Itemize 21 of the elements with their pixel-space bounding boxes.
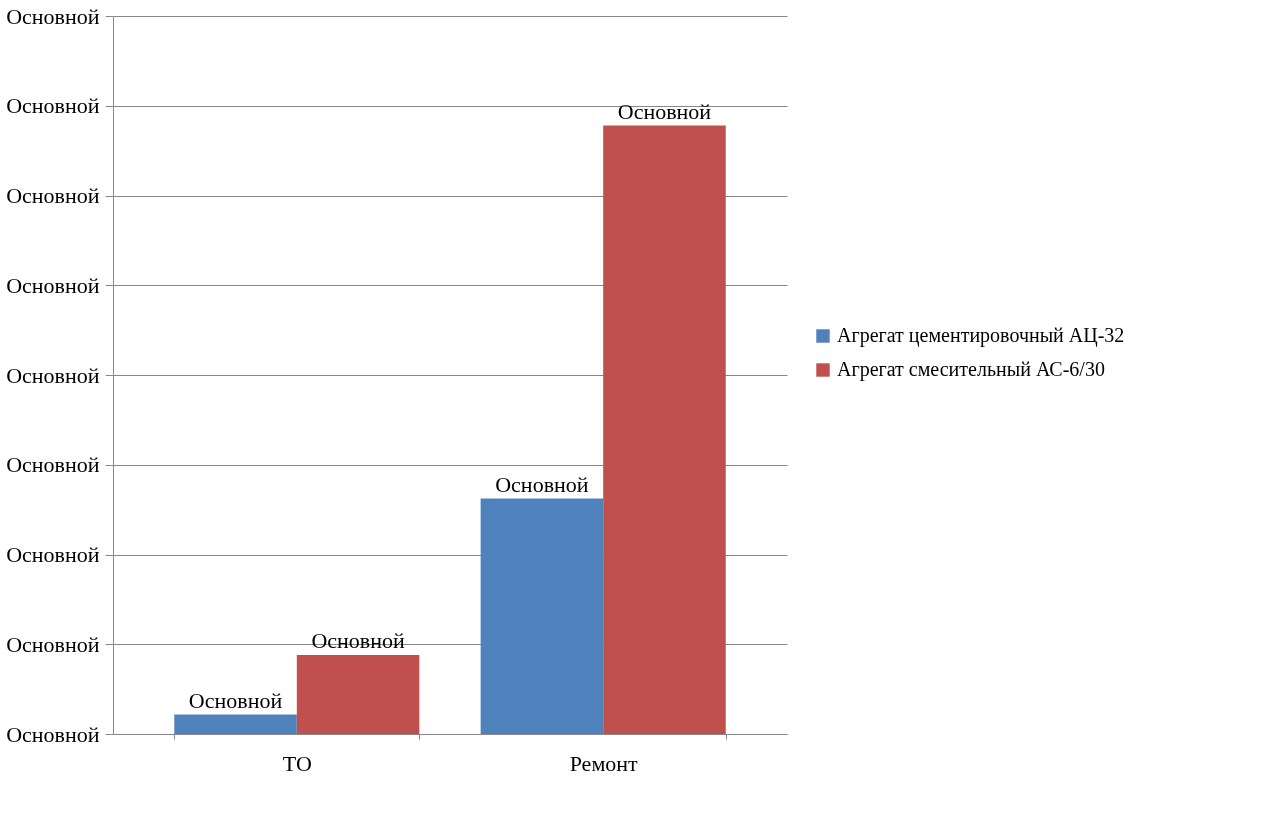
annotation: Основной xyxy=(311,627,405,653)
legend-label: Агрегат смесительный АС-6/30 xyxy=(837,358,1105,381)
text: Основной xyxy=(6,3,100,29)
bar xyxy=(603,125,726,734)
text: Основной xyxy=(6,631,100,657)
annotation: Основной xyxy=(188,687,283,713)
bar xyxy=(174,714,297,734)
x-tick-label: ТО xyxy=(282,750,312,776)
annotation: Основной xyxy=(495,471,589,497)
text: Основной xyxy=(6,362,100,388)
text: Основной xyxy=(6,721,100,747)
x-tick-label: Ремонт xyxy=(569,750,639,776)
text: Основной xyxy=(6,542,100,567)
bar xyxy=(296,654,420,734)
annotation: Основной xyxy=(617,98,712,124)
text: Основной xyxy=(6,93,100,119)
text: Основной xyxy=(6,452,100,478)
text: Основной xyxy=(6,183,100,208)
text: Основной xyxy=(6,272,100,298)
bar xyxy=(480,498,604,734)
legend-label: Агрегат цементировочный АЦ-32 xyxy=(837,324,1125,347)
